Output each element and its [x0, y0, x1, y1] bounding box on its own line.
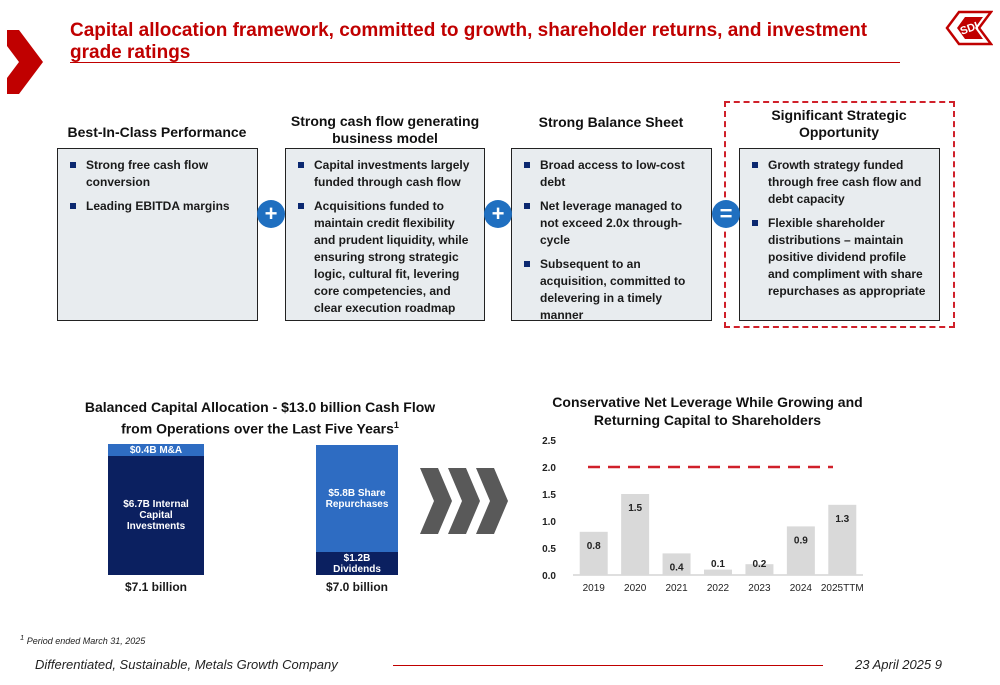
y-tick-label: 0.0 — [542, 571, 556, 582]
right-bar-total: $7.0 billion — [325, 580, 388, 594]
heading-strategic-opportunity: Significant Strategic Opportunity — [771, 107, 907, 140]
bar-value-label: 0.8 — [587, 541, 601, 552]
allocation-title-text: Balanced Capital Allocation - $13.0 bill… — [84, 399, 436, 437]
leverage-bar — [579, 531, 608, 575]
leverage-bar — [662, 553, 691, 575]
bar-segment-ma: $0.4B M&A — [108, 444, 204, 456]
svg-text:SDI: SDI — [959, 20, 980, 38]
heading-best-in-class: Best-In-Class Performance — [67, 124, 247, 140]
allocation-title: Balanced Capital Allocation - $13.0 bill… — [70, 398, 450, 438]
bar-segment-dividends: $1.2B Dividends — [316, 552, 398, 575]
footnote-text: Period ended March 31, 2025 — [26, 636, 146, 646]
bullet-item: Leading EBITDA margins — [70, 198, 247, 215]
footnote-marker: 1 — [393, 420, 399, 430]
x-tick-label: 2025TTM — [821, 583, 864, 594]
bar-value-label: 0.2 — [752, 559, 766, 570]
chevron-arrow-icon — [7, 30, 43, 94]
box-cash-flow-model: Capital investments largely funded throu… — [285, 148, 485, 321]
bullet-item: Capital investments largely funded throu… — [298, 157, 474, 191]
left-stacked-bar: $0.4B M&A $6.7B Internal Capital Investm… — [108, 444, 204, 575]
box-strategic-opportunity: Growth strategy funded through free cash… — [739, 148, 940, 321]
bullet-item: Net leverage managed to not exceed 2.0x … — [524, 198, 701, 249]
chevrons-arrow-icon — [420, 468, 508, 534]
leverage-bar — [704, 569, 732, 575]
bullet-item: Acquisitions funded to maintain credit f… — [298, 198, 474, 317]
y-tick-label: 2.0 — [542, 463, 556, 474]
bar-value-label: 0.1 — [711, 559, 725, 570]
plus-icon: + — [257, 200, 285, 228]
x-tick-label: 2020 — [624, 583, 647, 594]
y-tick-label: 0.5 — [542, 544, 556, 555]
x-tick-label: 2019 — [583, 583, 606, 594]
x-tick-label: 2023 — [748, 583, 771, 594]
bar-segment-internal-capital: $6.7B Internal Capital Investments — [108, 456, 204, 575]
footer-date-page: 23 April 2025 9 — [855, 657, 942, 672]
box-balance-sheet: Broad access to low-cost debt Net levera… — [511, 148, 712, 324]
left-bar-total: $7.1 billion — [124, 580, 187, 594]
title-divider — [70, 62, 900, 63]
equals-icon: = — [712, 200, 740, 228]
bar-value-label: 1.3 — [835, 514, 849, 525]
chart-title: Conservative Net Leverage While Growing … — [552, 394, 863, 428]
footer-divider — [393, 665, 823, 666]
bullet-item: Broad access to low-cost debt — [524, 157, 701, 191]
x-tick-label: 2021 — [665, 583, 688, 594]
leverage-bar — [786, 526, 815, 575]
leverage-bar — [621, 494, 650, 575]
heading-cash-flow-model: Strong cash flow generating business mod… — [290, 113, 480, 146]
bar-value-label: 0.4 — [670, 562, 684, 573]
x-tick-label: 2022 — [707, 583, 730, 594]
bullet-item: Flexible shareholder distributions – mai… — [752, 215, 929, 300]
footnote-marker: 1 — [20, 633, 25, 642]
leverage-bar — [745, 564, 774, 575]
leverage-bar — [828, 504, 857, 575]
bar-value-label: 1.5 — [628, 503, 642, 514]
bar-segment-share-repurchases: $5.8B Share Repurchases — [316, 445, 398, 552]
plus-icon: + — [484, 200, 512, 228]
footer-tagline: Differentiated, Sustainable, Metals Grow… — [35, 657, 338, 672]
bar-value-label: 0.9 — [794, 535, 808, 546]
bullet-item: Strong free cash flow conversion — [70, 157, 247, 191]
y-tick-label: 1.5 — [542, 490, 556, 501]
heading-balance-sheet: Strong Balance Sheet — [538, 114, 684, 130]
right-stacked-bar: $5.8B Share Repurchases $1.2B Dividends — [316, 445, 398, 575]
bullet-item: Subsequent to an acquisition, committed … — [524, 256, 701, 324]
y-tick-label: 2.5 — [542, 436, 556, 447]
sdi-logo: SDI — [945, 10, 993, 46]
box-best-in-class: Strong free cash flow conversion Leading… — [57, 148, 258, 321]
bullet-item: Growth strategy funded through free cash… — [752, 157, 929, 208]
leverage-bar-chart: 0.0 0.5 1.0 1.5 2.0 2.5 0.8 2019 1.5 2020 0.4 2021 0… — [542, 436, 864, 594]
y-tick-label: 1.0 — [542, 517, 556, 528]
x-tick-label: 2024 — [790, 583, 813, 594]
page-title: Capital allocation framework, committed … — [70, 20, 868, 63]
footnote: 1 Period ended March 31, 2025 — [20, 633, 145, 646]
